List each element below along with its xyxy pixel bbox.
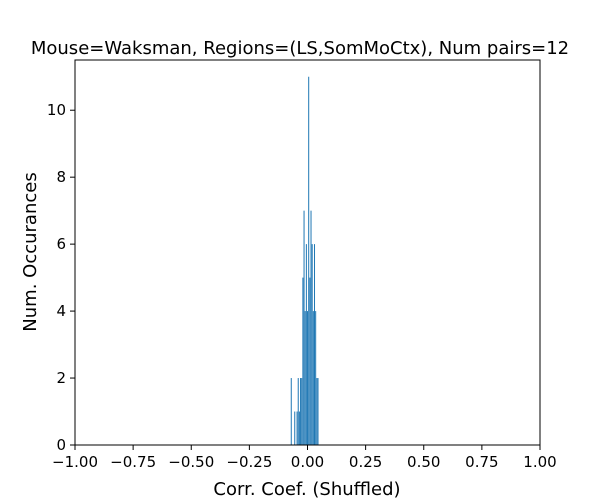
y-tick-label: 4 [56, 302, 66, 320]
y-tick-label: 8 [56, 168, 66, 186]
histogram-bar-18 [315, 311, 317, 445]
x-tick-label: −0.75 [110, 453, 156, 471]
histogram-bar-10 [305, 244, 307, 445]
histogram-bar-16 [312, 311, 314, 445]
chart-title: Mouse=Waksman, Regions=(LS,SomMoCtx), Nu… [31, 38, 569, 59]
bars-group [290, 76, 319, 445]
histogram-bar-0 [290, 378, 292, 445]
y-tick-label: 10 [47, 101, 66, 119]
y-tick-label: 6 [56, 235, 66, 253]
x-axis-label: Corr. Coef. (Shuffled) [213, 479, 400, 500]
x-tick-label: 0.00 [291, 453, 324, 471]
y-axis-label: Num. Occurances [20, 172, 41, 331]
histogram-bar-3 [297, 378, 299, 445]
histogram-bar-2 [296, 411, 298, 445]
histogram-bar-5 [300, 378, 302, 445]
histogram-bar-9 [304, 311, 306, 445]
histogram-bar-20 [317, 378, 319, 445]
x-tick-label: −0.25 [226, 453, 272, 471]
histogram-bar-17 [314, 244, 316, 445]
x-tick-label: 0.25 [349, 453, 382, 471]
plot-border [74, 59, 541, 446]
x-tick-label: −0.50 [168, 453, 214, 471]
x-tick-label: 1.00 [523, 453, 556, 471]
x-tick-label: −1.00 [52, 453, 98, 471]
histogram-bar-6 [301, 378, 303, 445]
histogram-bar-14 [310, 210, 312, 445]
x-tick-label: 0.50 [407, 453, 440, 471]
y-tick-label: 2 [56, 369, 66, 387]
x-axis-ticks: −1.00 −0.75 −0.50 −0.25 0.00 0.25 0.50 0.75 1.00 [52, 445, 557, 471]
histogram-bar-1 [294, 411, 296, 445]
histogram-bar-7 [302, 277, 304, 445]
y-tick-label: 0 [56, 436, 66, 454]
histogram-bar-11 [307, 311, 309, 445]
histogram-bar-15 [311, 244, 313, 445]
y-axis-ticks: 0 2 4 6 8 10 [47, 101, 75, 454]
histogram-bar-12 [308, 76, 310, 445]
histogram-bar-8 [303, 210, 305, 445]
x-tick-label: 0.75 [465, 453, 498, 471]
histogram-bar-13 [309, 277, 311, 445]
histogram-bar-4 [298, 411, 300, 445]
histogram-bar-19 [316, 378, 318, 445]
